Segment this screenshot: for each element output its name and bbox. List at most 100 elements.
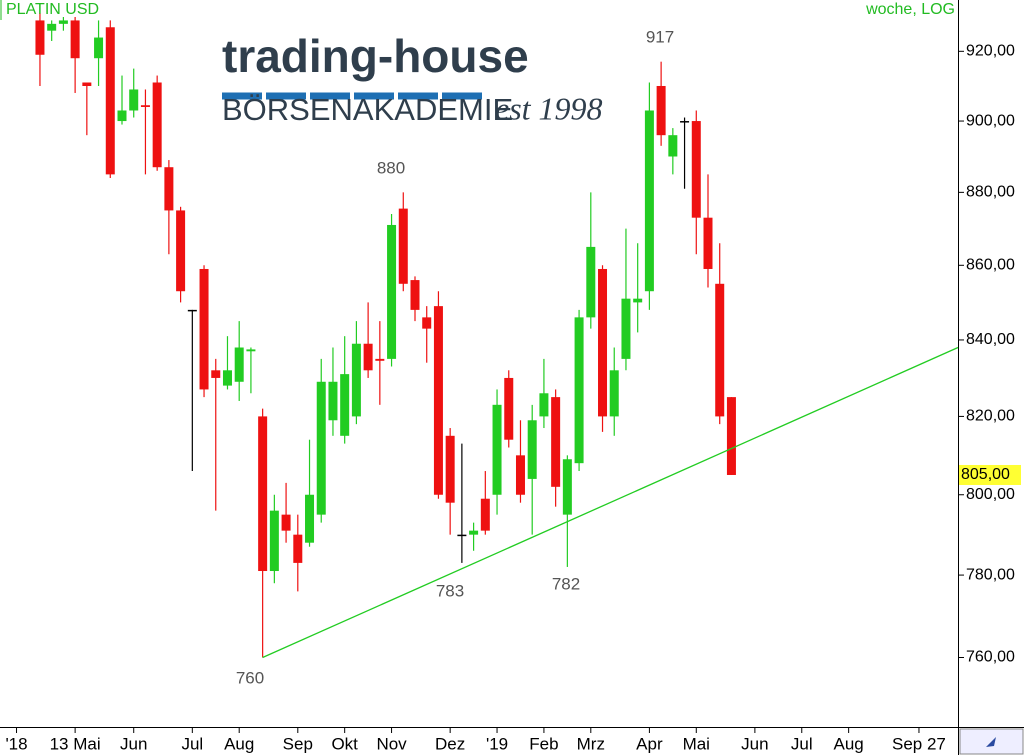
candle-body <box>433 306 443 495</box>
candle-body <box>527 420 537 479</box>
candle-body <box>621 298 631 359</box>
candle-body <box>58 20 68 24</box>
candle-body <box>492 404 502 495</box>
candle-body <box>551 397 561 487</box>
chart-subtitle: woche, LOG <box>865 1 955 18</box>
x-tick-label: '19 <box>486 734 508 753</box>
candle-body <box>398 208 408 284</box>
candle-body <box>94 37 104 59</box>
candle-body <box>246 349 256 352</box>
candle-body <box>269 510 279 572</box>
x-tick-label: Mrz <box>577 734 605 753</box>
x-tick-label: Apr <box>636 734 663 753</box>
candle-body <box>363 343 373 371</box>
x-tick-label: Sep 27 <box>892 734 946 753</box>
y-tick-label: 860,00 <box>966 257 1015 274</box>
y-tick-label: 920,00 <box>966 43 1015 60</box>
y-tick-label: 800,00 <box>966 486 1015 503</box>
candle-body <box>586 246 596 318</box>
candle-body <box>234 347 244 382</box>
candle-body <box>515 455 525 495</box>
candle-body <box>47 23 57 31</box>
x-tick-label: Feb <box>529 734 558 753</box>
logo-name: trading-house <box>222 30 529 82</box>
y-tick-label: 820,00 <box>966 408 1015 425</box>
candle-body <box>340 374 350 436</box>
x-tick-label: 13 Mai <box>50 734 101 753</box>
candle-body <box>305 494 315 543</box>
candle-body <box>726 397 736 475</box>
x-tick-label: Jun <box>120 734 147 753</box>
candle-body <box>703 217 713 269</box>
x-tick-label: Nov <box>376 734 407 753</box>
candle-body <box>691 121 701 218</box>
candle-body <box>281 514 291 531</box>
candle-body <box>539 393 549 417</box>
candle-body <box>387 224 397 359</box>
candle-body <box>152 82 162 168</box>
y-tick-label: 840,00 <box>966 331 1015 348</box>
y-tick-label: 880,00 <box>966 184 1015 201</box>
chart-title: PLATIN USD <box>6 1 99 18</box>
candle-body <box>316 381 326 515</box>
candle-body <box>199 268 209 390</box>
x-tick-label: Jun <box>741 734 768 753</box>
trend-line <box>262 346 959 659</box>
logo-since: est 1998 <box>495 90 603 126</box>
candle-body <box>715 283 725 417</box>
x-tick-label: Jul <box>181 734 203 753</box>
annotation: 782 <box>552 574 580 593</box>
candle-body <box>35 20 45 55</box>
y-tick-label: 900,00 <box>966 112 1015 129</box>
candle-body <box>504 377 514 440</box>
candle-body <box>176 210 186 292</box>
candle-body <box>293 534 303 563</box>
candle-body <box>609 370 619 417</box>
annotation: 783 <box>436 581 464 600</box>
candle-body <box>140 105 150 107</box>
candle-body <box>574 317 584 464</box>
logo: trading-house BÖRSENAKADEMIE est 1998 <box>222 30 603 127</box>
candle-body <box>82 82 92 86</box>
candle-body <box>410 280 420 310</box>
candle-body <box>211 370 221 378</box>
corner-icon <box>986 737 996 747</box>
x-tick-label: Sep <box>283 734 313 753</box>
x-tick-label: Aug <box>834 734 864 753</box>
annotation: 917 <box>646 27 674 46</box>
candle-body <box>656 85 666 136</box>
candle-body <box>680 121 690 123</box>
x-tick-label: Mai <box>683 734 710 753</box>
x-tick-label: '18 <box>5 734 27 753</box>
candle-body <box>644 110 654 292</box>
candle-body <box>105 27 115 175</box>
annotation: 760 <box>236 668 264 687</box>
candle-body <box>187 309 197 312</box>
candle-body <box>70 20 80 59</box>
candle-body <box>469 530 479 535</box>
x-tick-label: Aug <box>224 734 254 753</box>
candle-body <box>562 459 572 515</box>
candle-body <box>457 534 467 537</box>
last-price-label: 805,00 <box>961 466 1010 483</box>
candle-body <box>480 498 490 531</box>
candle-body <box>164 167 174 211</box>
candle-body <box>328 381 338 421</box>
logo-subtitle: BÖRSENAKADEMIE <box>222 92 513 127</box>
y-tick-label: 760,00 <box>966 649 1015 666</box>
annotation: 880 <box>377 158 405 177</box>
y-tick-label: 780,00 <box>966 566 1015 583</box>
candle-body <box>668 135 678 157</box>
candle-body <box>117 110 127 122</box>
x-tick-label: Okt <box>331 734 358 753</box>
candle-body <box>129 89 139 111</box>
candle-body <box>598 268 608 417</box>
x-tick-label: Dez <box>435 734 465 753</box>
candle-body <box>258 416 268 572</box>
candle-body <box>422 317 432 329</box>
candle-body <box>222 370 232 386</box>
x-tick-label: Jul <box>791 734 813 753</box>
last-price-box <box>959 464 1021 485</box>
candle-body <box>633 298 643 303</box>
